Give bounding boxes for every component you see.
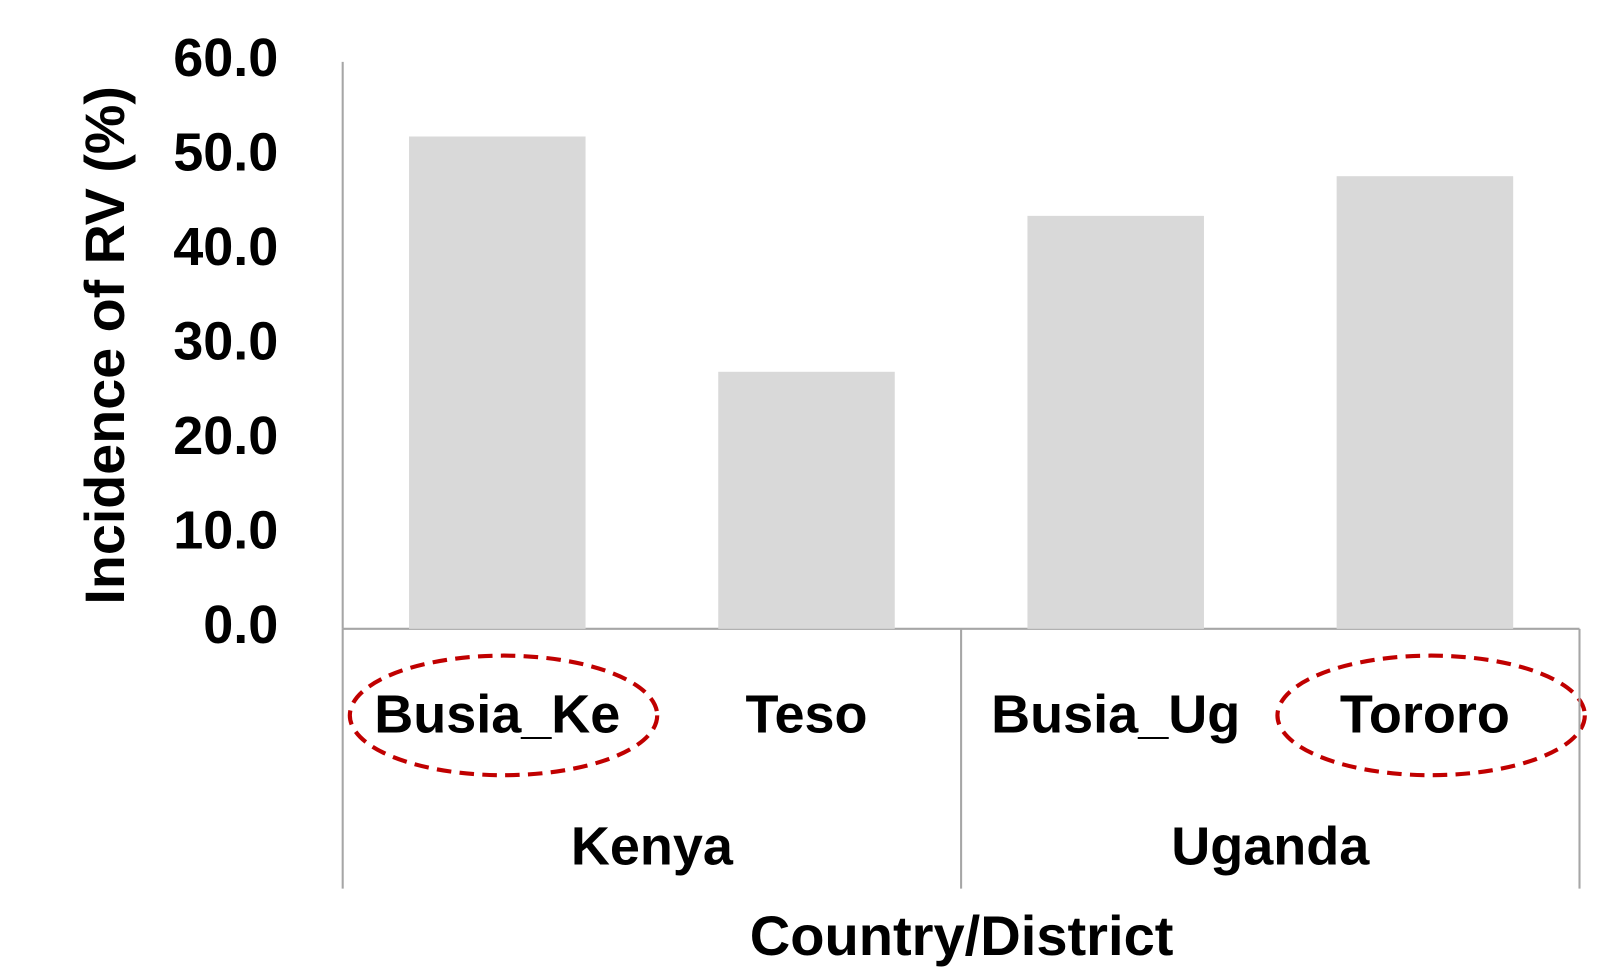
- x-tick-label: Tororo: [1340, 685, 1510, 745]
- group-label: Uganda: [1171, 817, 1370, 877]
- group-label: Kenya: [571, 817, 734, 877]
- x-tick-label: Teso: [745, 685, 867, 745]
- y-tick-label: 40.0: [173, 217, 278, 277]
- y-tick-label: 60.0: [173, 28, 278, 88]
- y-tick-label: 50.0: [173, 123, 278, 183]
- highlight-oval: [1275, 653, 1587, 778]
- y-tick-label: 30.0: [173, 312, 278, 372]
- bar: [1027, 215, 1204, 629]
- x-tick-label: Busia_Ke: [374, 685, 620, 745]
- x-axis-title: Country/District: [750, 904, 1174, 967]
- bar: [1336, 176, 1514, 629]
- bar: [718, 371, 895, 629]
- x-tick-label: Busia_Ug: [991, 685, 1240, 745]
- y-tick-label: 20.0: [173, 406, 278, 466]
- y-tick-label: 10.0: [173, 501, 278, 561]
- y-axis-title: Incidence of RV (%): [73, 86, 136, 605]
- highlight-oval: [347, 653, 660, 778]
- y-tick-label: 0.0: [203, 595, 278, 655]
- bar: [409, 136, 586, 629]
